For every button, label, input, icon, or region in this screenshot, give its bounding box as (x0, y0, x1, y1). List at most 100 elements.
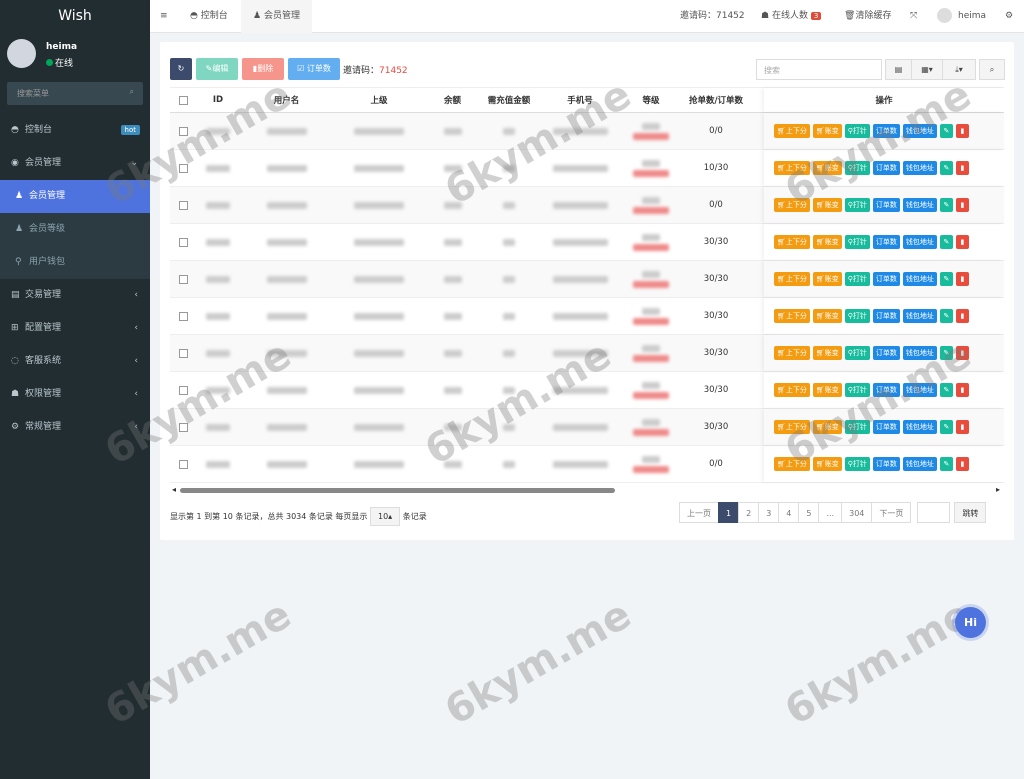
sidebar-subitem-member-level[interactable]: ♟ 会员等级 (0, 213, 150, 246)
action-button-2[interactable]: ⚲打针 (844, 309, 870, 323)
col-phone[interactable]: 手机号 (567, 96, 593, 106)
scroll-right-icon[interactable]: ▸ (996, 485, 1001, 494)
tab-members[interactable]: ♟ 会员管理 (241, 0, 312, 33)
col-parent[interactable]: 上级 (370, 96, 388, 106)
delete-row-button[interactable]: ▮ (955, 124, 969, 138)
action-button-0[interactable]: 🛒︎上下分 (774, 309, 810, 323)
action-button-0[interactable]: 🛒︎上下分 (774, 346, 810, 360)
sidebar-item-permissions[interactable]: ☗ 权限管理 ‹ (0, 378, 150, 411)
page-1[interactable]: 1 (718, 502, 740, 523)
edit-button[interactable]: ✎编辑 (196, 58, 238, 80)
tab-dashboard[interactable]: ◓ 控制台 (190, 11, 228, 21)
col-recharge[interactable]: 需充值金额 (487, 96, 531, 106)
action-button-3[interactable]: 订单数 (872, 383, 900, 397)
delete-row-button[interactable]: ▮ (955, 309, 969, 323)
action-button-2[interactable]: ⚲打针 (844, 198, 870, 212)
col-grab-orders[interactable]: 抢单数/订单数 (688, 96, 744, 106)
page-3[interactable]: 3 (758, 502, 780, 523)
refresh-button[interactable]: ↻ (170, 58, 192, 80)
row-checkbox[interactable] (178, 348, 188, 358)
action-button-0[interactable]: 🛒︎上下分 (774, 457, 810, 471)
edit-row-button[interactable]: ✎ (939, 124, 953, 138)
sidebar-item-members[interactable]: ◉ 会员管理 ⌄ (0, 147, 150, 180)
action-button-0[interactable]: 🛒︎上下分 (774, 235, 810, 249)
action-button-4[interactable]: 钱包地址 (902, 235, 937, 249)
col-level[interactable]: 等级 (642, 96, 660, 106)
toggle-view-button[interactable]: ▤ (885, 59, 912, 80)
action-button-3[interactable]: 订单数 (872, 309, 900, 323)
action-button-4[interactable]: 钱包地址 (902, 161, 937, 175)
sidebar-subitem-wallet[interactable]: ⚲ 用户钱包 (0, 246, 150, 279)
sidebar-item-general[interactable]: ⚙ 常规管理 ‹ (0, 411, 150, 444)
next-page-button[interactable]: 下一页 (871, 502, 912, 523)
page-304[interactable]: 304 (841, 502, 873, 523)
action-button-2[interactable]: ⚲打针 (844, 346, 870, 360)
delete-row-button[interactable]: ▮ (955, 457, 969, 471)
delete-row-button[interactable]: ▮ (955, 198, 969, 212)
action-button-2[interactable]: ⚲打针 (844, 383, 870, 397)
action-button-3[interactable]: 订单数 (872, 346, 900, 360)
action-button-4[interactable]: 钱包地址 (902, 124, 937, 138)
action-button-3[interactable]: 订单数 (872, 124, 900, 138)
settings-cogs-icon[interactable]: ⚙ (1005, 11, 1014, 21)
edit-row-button[interactable]: ✎ (939, 420, 953, 434)
prev-page-button[interactable]: 上一页 (679, 502, 719, 523)
fullscreen-icon[interactable]: ⤧ (910, 11, 918, 21)
page-4[interactable]: 4 (778, 502, 800, 523)
action-button-1[interactable]: 🛒︎账变 (812, 420, 842, 434)
action-button-3[interactable]: 订单数 (872, 420, 900, 434)
row-checkbox[interactable] (178, 459, 188, 469)
chat-button[interactable]: Hi (955, 607, 986, 638)
scroll-left-icon[interactable]: ◂ (172, 485, 177, 494)
action-button-1[interactable]: 🛒︎账变 (812, 235, 842, 249)
sidebar-item-dashboard[interactable]: ◓ 控制台 hot (0, 114, 150, 147)
jump-button[interactable]: 跳转 (954, 502, 987, 523)
col-balance[interactable]: 余额 (443, 96, 461, 106)
row-checkbox[interactable] (178, 126, 188, 136)
action-button-0[interactable]: 🛒︎上下分 (774, 272, 810, 286)
delete-button[interactable]: ▮删除 (242, 58, 284, 80)
menu-search-input[interactable]: 搜索菜单 ⌕ (7, 82, 143, 105)
action-button-2[interactable]: ⚲打针 (844, 420, 870, 434)
action-button-3[interactable]: 订单数 (872, 235, 900, 249)
orders-button[interactable]: ☑ 订单数 (288, 58, 340, 80)
edit-row-button[interactable]: ✎ (939, 346, 953, 360)
edit-row-button[interactable]: ✎ (939, 309, 953, 323)
action-button-1[interactable]: 🛒︎账变 (812, 198, 842, 212)
action-button-2[interactable]: ⚲打针 (844, 124, 870, 138)
edit-row-button[interactable]: ✎ (939, 198, 953, 212)
action-button-4[interactable]: 钱包地址 (902, 457, 937, 471)
action-button-4[interactable]: 钱包地址 (902, 420, 937, 434)
col-id[interactable]: ID (212, 95, 224, 105)
action-button-1[interactable]: 🛒︎账变 (812, 457, 842, 471)
delete-row-button[interactable]: ▮ (955, 346, 969, 360)
delete-row-button[interactable]: ▮ (955, 383, 969, 397)
search-button[interactable]: ⌕ (979, 59, 1005, 80)
edit-row-button[interactable]: ✎ (939, 457, 953, 471)
edit-row-button[interactable]: ✎ (939, 161, 953, 175)
action-button-0[interactable]: 🛒︎上下分 (774, 383, 810, 397)
action-button-1[interactable]: 🛒︎账变 (812, 124, 842, 138)
action-button-0[interactable]: 🛒︎上下分 (774, 198, 810, 212)
action-button-2[interactable]: ⚲打针 (844, 272, 870, 286)
action-button-1[interactable]: 🛒︎账变 (812, 161, 842, 175)
edit-row-button[interactable]: ✎ (939, 235, 953, 249)
action-button-3[interactable]: 订单数 (872, 457, 900, 471)
menu-toggle-icon[interactable]: ≡ (160, 11, 168, 21)
sidebar-item-config[interactable]: ⊞ 配置管理 ‹ (0, 312, 150, 345)
sidebar-item-trade[interactable]: ▤ 交易管理 ‹ (0, 279, 150, 312)
action-button-2[interactable]: ⚲打针 (844, 235, 870, 249)
sidebar-item-support[interactable]: ◌ 客服系统 ‹ (0, 345, 150, 378)
page-size-select[interactable]: 10▴ (369, 507, 401, 526)
action-button-0[interactable]: 🛒︎上下分 (774, 161, 810, 175)
row-checkbox[interactable] (178, 311, 188, 321)
action-button-1[interactable]: 🛒︎账变 (812, 272, 842, 286)
delete-row-button[interactable]: ▮ (955, 235, 969, 249)
action-button-3[interactable]: 订单数 (872, 198, 900, 212)
row-checkbox[interactable] (178, 274, 188, 284)
export-dropdown-button[interactable]: ⤓▾ (942, 59, 976, 80)
row-checkbox[interactable] (178, 422, 188, 432)
action-button-2[interactable]: ⚲打针 (844, 457, 870, 471)
action-button-0[interactable]: 🛒︎上下分 (774, 124, 810, 138)
edit-row-button[interactable]: ✎ (939, 272, 953, 286)
